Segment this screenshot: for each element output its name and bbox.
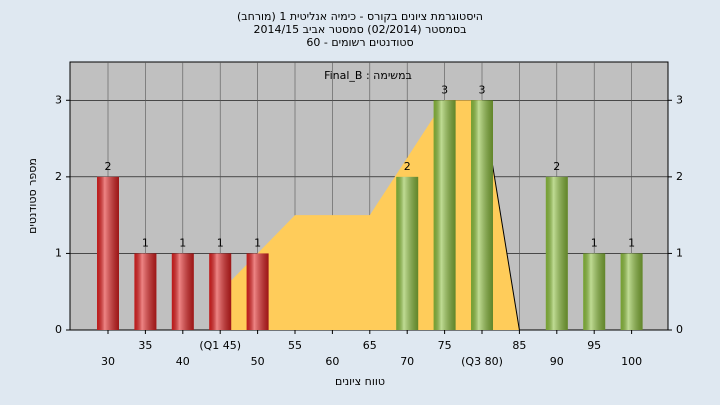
bar-shine	[583, 253, 606, 330]
x-tick-label: 90	[550, 355, 564, 368]
x-tick-label: 70	[400, 355, 414, 368]
x-tick-label: 30	[101, 355, 115, 368]
y-tick-label: 0	[55, 323, 62, 336]
y-tick-label: 2	[55, 170, 62, 183]
x-tick-label: 50	[251, 355, 265, 368]
y2-tick-label: 3	[676, 93, 683, 106]
x-tick-label: 75	[438, 339, 452, 352]
y2-tick-label: 0	[676, 323, 683, 336]
y2-tick-label: 1	[676, 246, 683, 259]
y2-tick-label: 2	[676, 170, 683, 183]
bar-shine	[97, 176, 119, 330]
bar-shine	[246, 253, 269, 330]
y-tick-label: 1	[55, 246, 62, 259]
x-tick-label: 55	[288, 339, 302, 352]
bar-shine	[396, 176, 419, 330]
value-label: 1	[217, 236, 224, 249]
bar-shine	[545, 176, 568, 330]
value-label: 1	[628, 236, 635, 249]
y-axis-label: מספר סטודנטים	[26, 158, 39, 234]
value-label: 2	[404, 160, 411, 173]
chart-subtitle: בסמסטר (02/2014) סמסטר אביב 2014/15	[253, 23, 466, 36]
bar-shine	[471, 100, 493, 331]
annotation: במשימה : Final_B	[324, 69, 412, 82]
chart-title: היסטוגרמת ציונים בקורס - כימיה אנליטית 1…	[237, 10, 483, 23]
value-label: 1	[142, 236, 149, 249]
x-tick-label: 100	[621, 355, 642, 368]
y-tick-label: 3	[55, 93, 62, 106]
bar-shine	[620, 253, 643, 330]
chart-subtitle: סטודנטים רשומים - 60	[306, 36, 413, 49]
value-label: 3	[479, 83, 486, 96]
x-tick-label: 65	[363, 339, 377, 352]
x-tick-label: (Q3 80)	[461, 355, 503, 368]
value-label: 1	[179, 236, 186, 249]
x-tick-label: 40	[176, 355, 190, 368]
x-tick-label: (Q1 45)	[199, 339, 241, 352]
x-tick-label: 60	[325, 355, 339, 368]
bar-shine	[171, 253, 194, 330]
x-tick-label: 95	[587, 339, 601, 352]
bar-shine	[134, 253, 157, 330]
value-label: 1	[591, 236, 598, 249]
x-tick-label: 35	[138, 339, 152, 352]
value-label: 3	[441, 83, 448, 96]
value-label: 1	[254, 236, 261, 249]
bar-shine	[433, 100, 456, 331]
bar-shine	[209, 253, 232, 330]
value-label: 2	[553, 160, 560, 173]
x-axis-label: טווח ציונים	[335, 375, 385, 388]
x-tick-label: 85	[512, 339, 526, 352]
value-label: 2	[105, 160, 112, 173]
